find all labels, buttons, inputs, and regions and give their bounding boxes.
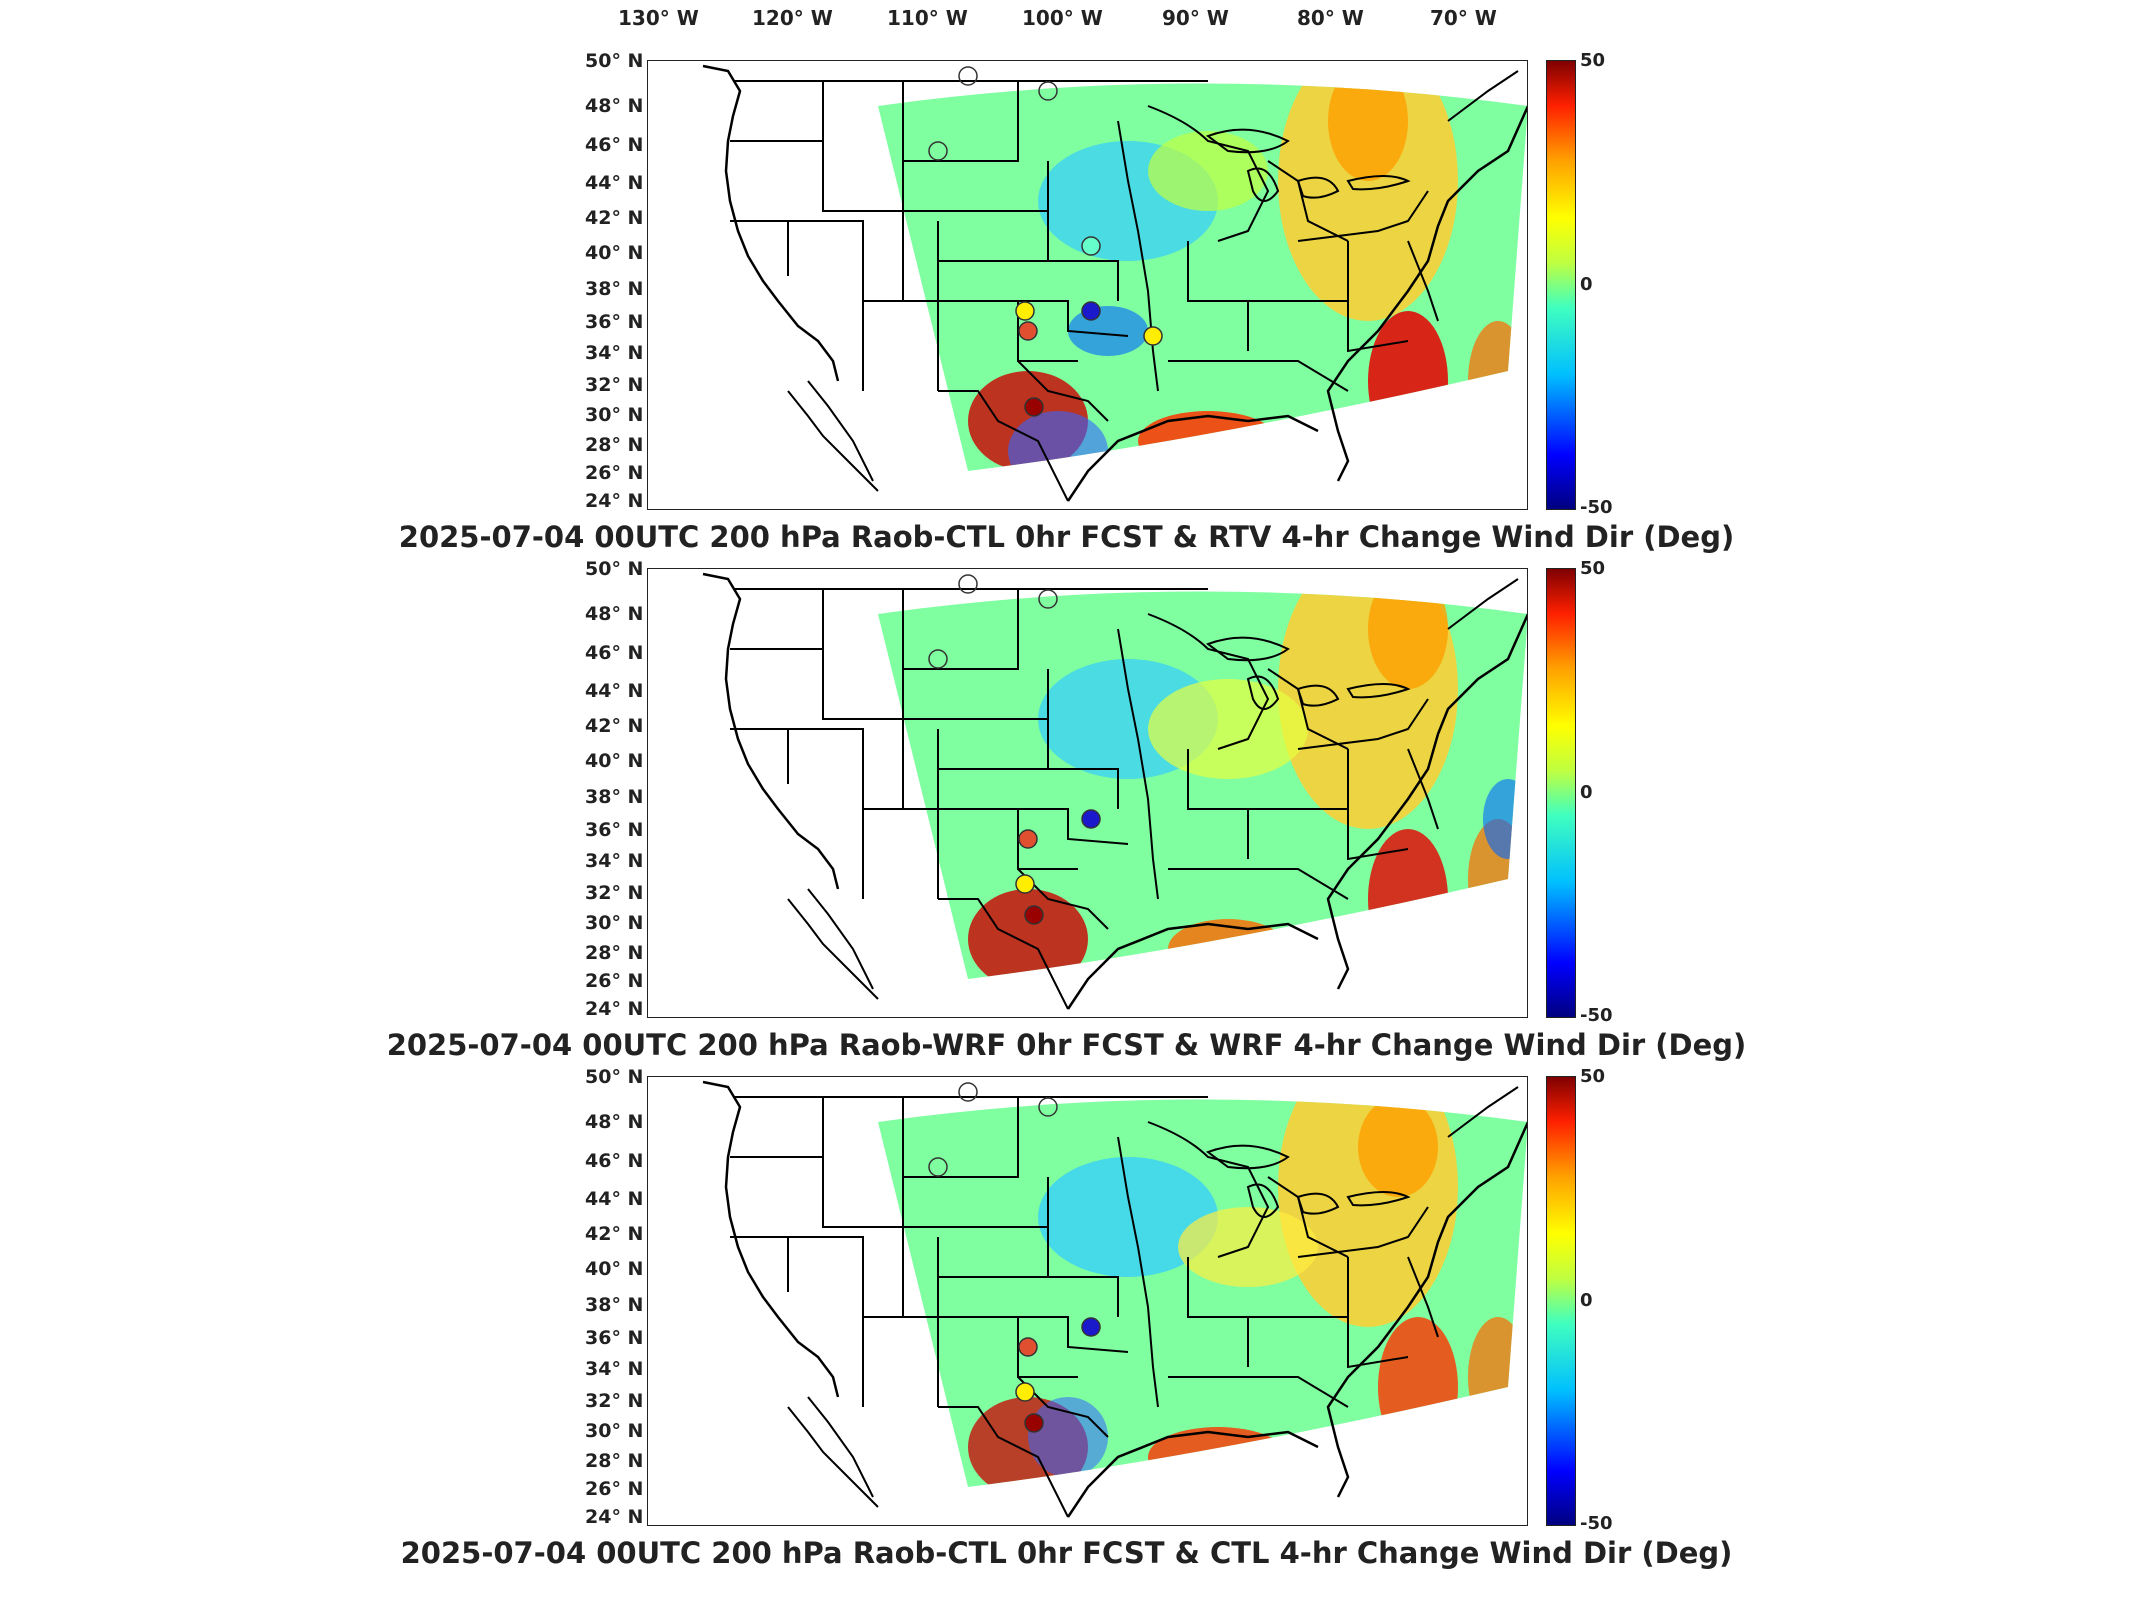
lat-tick: 44° N (585, 1188, 644, 1210)
lat-tick: 30° N (585, 912, 644, 934)
lat-tick: 42° N (585, 715, 644, 737)
colorbar (1546, 1076, 1576, 1526)
panel-title: 2025-07-04 00UTC 200 hPa Raob-CTL 0hr FC… (400, 1536, 1733, 1570)
lat-tick: 26° N (585, 970, 644, 992)
lat-tick: 24° N (585, 1506, 644, 1528)
lat-tick: 30° N (585, 404, 644, 426)
lat-tick: 40° N (585, 242, 644, 264)
colorbar-max-label: 50 (1580, 50, 1606, 71)
lat-tick: 26° N (585, 462, 644, 484)
map-panel-2 (647, 568, 1528, 1018)
colorbar-mid-label: 0 (1580, 1290, 1593, 1311)
lat-tick: 30° N (585, 1420, 644, 1442)
map-panel-1 (647, 60, 1528, 510)
lon-tick: 100° W (1022, 6, 1103, 30)
map-panel-3 (647, 1076, 1528, 1526)
colorbar-min-label: -50 (1580, 1005, 1613, 1026)
lat-tick: 28° N (585, 1450, 644, 1472)
lat-tick: 48° N (585, 1111, 644, 1133)
colorbar-min-label: -50 (1580, 1513, 1613, 1534)
lon-tick: 80° W (1297, 6, 1364, 30)
lat-tick: 44° N (585, 172, 644, 194)
colorbar (1546, 60, 1576, 510)
colorbar-mid-label: 0 (1580, 782, 1593, 803)
lat-tick: 48° N (585, 95, 644, 117)
lat-tick: 42° N (585, 207, 644, 229)
lat-tick: 34° N (585, 1358, 644, 1380)
longitude-axis: 130° W 120° W 110° W 100° W 90° W 80° W … (0, 0, 2133, 50)
lat-tick: 50° N (585, 1066, 644, 1088)
lon-tick: 110° W (887, 6, 968, 30)
lat-tick: 32° N (585, 374, 644, 396)
lat-tick: 24° N (585, 998, 644, 1020)
lat-tick: 36° N (585, 819, 644, 841)
lat-tick: 50° N (585, 558, 644, 580)
lat-tick: 38° N (585, 278, 644, 300)
colorbar-max-label: 50 (1580, 1066, 1606, 1087)
lon-tick: 130° W (618, 6, 699, 30)
lat-tick: 36° N (585, 311, 644, 333)
colorbar-mid-label: 0 (1580, 274, 1593, 295)
lat-tick: 26° N (585, 1478, 644, 1500)
panel-title: 2025-07-04 00UTC 200 hPa Raob-CTL 0hr FC… (398, 520, 1735, 554)
panel-title: 2025-07-04 00UTC 200 hPa Raob-WRF 0hr FC… (386, 1028, 1747, 1062)
lat-tick: 36° N (585, 1327, 644, 1349)
lat-tick: 40° N (585, 1258, 644, 1280)
lat-tick: 24° N (585, 490, 644, 512)
colorbar-max-label: 50 (1580, 558, 1606, 579)
lat-tick: 34° N (585, 342, 644, 364)
lat-tick: 28° N (585, 434, 644, 456)
lat-tick: 46° N (585, 1150, 644, 1172)
colorbar-min-label: -50 (1580, 497, 1613, 518)
lon-tick: 70° W (1430, 6, 1497, 30)
lat-tick: 44° N (585, 680, 644, 702)
lat-tick: 34° N (585, 850, 644, 872)
lat-tick: 46° N (585, 134, 644, 156)
lat-tick: 38° N (585, 786, 644, 808)
lon-tick: 120° W (752, 6, 833, 30)
lat-tick: 32° N (585, 882, 644, 904)
lat-tick: 38° N (585, 1294, 644, 1316)
lat-tick: 32° N (585, 1390, 644, 1412)
lat-tick: 50° N (585, 50, 644, 72)
lon-tick: 90° W (1162, 6, 1229, 30)
lat-tick: 40° N (585, 750, 644, 772)
lat-tick: 42° N (585, 1223, 644, 1245)
lat-tick: 46° N (585, 642, 644, 664)
lat-tick: 28° N (585, 942, 644, 964)
lat-tick: 48° N (585, 603, 644, 625)
colorbar (1546, 568, 1576, 1018)
